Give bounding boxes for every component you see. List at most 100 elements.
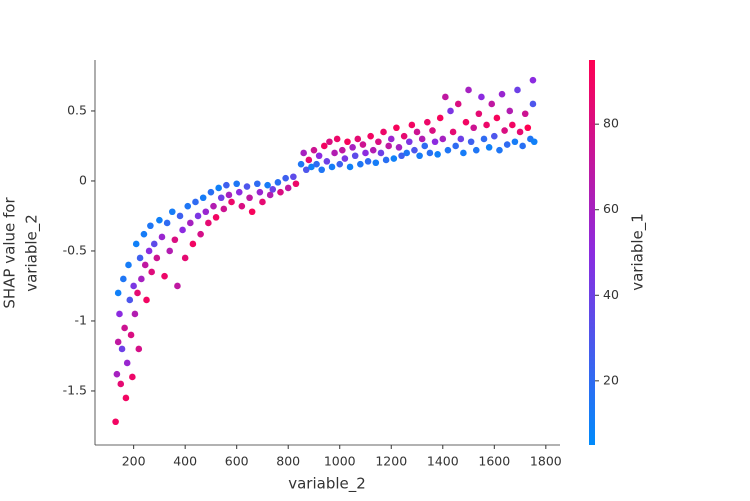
x-tick-label: 800 <box>276 454 300 469</box>
point <box>264 181 271 189</box>
point <box>331 149 338 157</box>
point <box>123 359 131 367</box>
point <box>369 146 377 154</box>
point <box>418 135 426 143</box>
y-axis-label: variable_2 <box>23 214 42 292</box>
point <box>135 345 143 353</box>
x-tick-label: 1800 <box>530 454 562 469</box>
point <box>470 124 477 132</box>
point <box>382 156 390 164</box>
point <box>147 222 154 230</box>
point <box>354 135 362 143</box>
point <box>349 144 356 151</box>
x-tick-label: 1400 <box>427 454 459 469</box>
point <box>478 93 485 101</box>
y-tick-label: -1 <box>75 312 87 327</box>
point <box>277 188 284 196</box>
point <box>143 296 150 304</box>
point <box>449 128 457 136</box>
point <box>138 275 145 283</box>
point <box>248 208 256 216</box>
point <box>141 261 149 269</box>
point <box>393 124 400 132</box>
point <box>163 219 171 227</box>
point <box>498 90 506 98</box>
point <box>431 138 439 146</box>
point <box>136 254 144 262</box>
point <box>460 149 467 157</box>
point <box>292 180 300 188</box>
point <box>424 118 431 126</box>
point <box>148 268 155 276</box>
point <box>129 373 136 381</box>
point <box>228 198 235 206</box>
point <box>416 152 423 160</box>
point <box>153 254 161 262</box>
point <box>113 370 121 378</box>
point <box>145 247 153 255</box>
point <box>323 158 331 165</box>
point <box>426 149 434 157</box>
point <box>253 180 261 188</box>
point <box>161 272 168 280</box>
point <box>189 240 197 248</box>
point <box>243 183 251 190</box>
point <box>333 135 341 143</box>
point <box>509 121 516 129</box>
point <box>362 149 369 157</box>
x-tick-label: 400 <box>173 454 197 469</box>
point <box>400 132 408 140</box>
point <box>125 261 132 269</box>
point <box>131 310 139 318</box>
point <box>318 166 326 174</box>
x-axis-label: variable_2 <box>288 475 366 494</box>
point <box>202 208 210 216</box>
point <box>413 128 421 136</box>
point <box>134 289 141 297</box>
point <box>126 296 134 304</box>
point <box>176 212 184 220</box>
colorbar-tick-label: 20 <box>603 372 619 387</box>
point <box>282 174 289 182</box>
y-tick-label: 0.5 <box>67 102 87 117</box>
point <box>485 144 493 151</box>
point <box>310 146 318 154</box>
point <box>259 198 266 206</box>
y-tick-label: -1.5 <box>63 382 87 397</box>
point <box>313 160 320 168</box>
point <box>465 86 472 94</box>
point <box>207 188 215 196</box>
colorbar <box>589 60 595 445</box>
point <box>364 158 372 165</box>
point <box>181 254 189 262</box>
x-tick-label: 600 <box>225 454 249 469</box>
point <box>300 149 307 157</box>
point <box>290 173 297 181</box>
point <box>168 208 176 216</box>
point <box>344 138 351 146</box>
colorbar-tick-label: 60 <box>603 201 619 216</box>
point <box>194 212 202 220</box>
point <box>174 282 181 290</box>
point <box>118 345 126 353</box>
point <box>442 93 449 101</box>
point <box>235 188 243 196</box>
point <box>403 149 411 157</box>
point <box>256 188 264 196</box>
point <box>210 202 217 210</box>
point <box>377 149 385 157</box>
point <box>192 198 199 206</box>
point <box>452 142 459 150</box>
point <box>220 205 228 213</box>
point <box>158 233 166 241</box>
point <box>212 214 220 221</box>
point <box>491 132 498 140</box>
point <box>475 110 483 118</box>
point <box>516 128 524 136</box>
point <box>339 146 346 154</box>
point <box>398 152 405 160</box>
point <box>217 194 225 202</box>
point <box>421 142 429 150</box>
point <box>524 124 532 132</box>
